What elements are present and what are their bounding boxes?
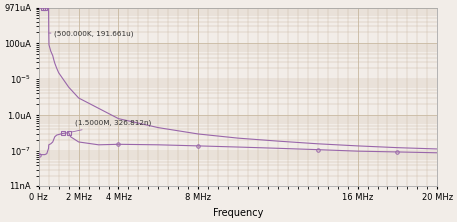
X-axis label: Frequency: Frequency bbox=[213, 208, 263, 218]
Text: (500.000K, 191.661u): (500.000K, 191.661u) bbox=[49, 31, 133, 37]
Text: (1.5000M, 326.812n): (1.5000M, 326.812n) bbox=[71, 120, 151, 132]
